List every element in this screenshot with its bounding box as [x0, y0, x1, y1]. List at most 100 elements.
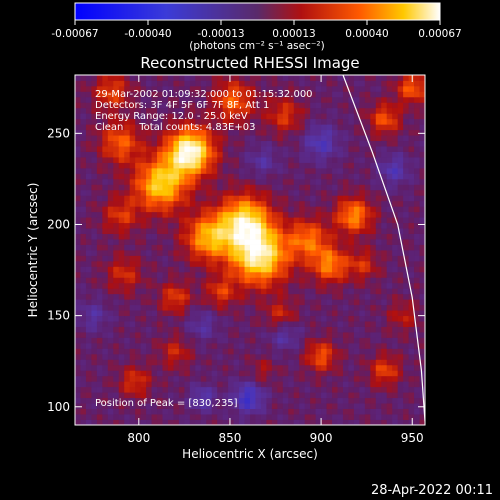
heatmap-cell: [408, 353, 415, 360]
heatmap-cell: [359, 200, 366, 207]
heatmap-cell: [151, 408, 158, 415]
heatmap-cell: [370, 167, 377, 174]
heatmap-cell: [266, 386, 273, 393]
heatmap-cell: [348, 75, 355, 81]
heatmap-cell: [299, 113, 306, 120]
heatmap-cell: [217, 271, 224, 278]
heatmap-cell: [189, 321, 196, 327]
heatmap-cell: [184, 342, 191, 349]
heatmap-cell: [326, 146, 333, 152]
heatmap-cell: [293, 102, 300, 109]
heatmap-cell: [200, 211, 207, 218]
heatmap-cell: [217, 124, 224, 131]
heatmap-cell: [244, 233, 251, 240]
heatmap-cell: [260, 244, 267, 251]
heatmap-cell: [107, 271, 114, 278]
heatmap-cell: [414, 375, 420, 382]
heatmap-cell: [173, 102, 180, 109]
heatmap-cell: [403, 228, 409, 234]
heatmap-cell: [233, 102, 240, 109]
heatmap-cell: [107, 96, 114, 103]
heatmap-cell: [85, 189, 92, 196]
heatmap-cell: [157, 337, 163, 344]
heatmap-cell: [293, 326, 300, 333]
heatmap-cell: [266, 124, 273, 131]
heatmap-cell: [113, 260, 120, 267]
heatmap-cell: [266, 348, 273, 355]
heatmap-cell: [419, 304, 425, 311]
heatmap-cell: [304, 315, 311, 322]
heatmap-cell: [304, 353, 311, 360]
heatmap-cell: [370, 282, 377, 289]
heatmap-cell: [217, 107, 224, 114]
heatmap-cell: [239, 370, 245, 377]
heatmap-cell: [304, 414, 311, 420]
heatmap-cell: [299, 397, 306, 404]
heatmap-cell: [310, 353, 317, 360]
heatmap-cell: [140, 85, 147, 92]
heatmap-cell: [91, 233, 98, 240]
heatmap-cell: [370, 370, 377, 377]
heatmap-cell: [304, 386, 311, 393]
heatmap-cell: [381, 419, 388, 425]
heatmap-cell: [332, 129, 338, 136]
heatmap-cell: [414, 222, 420, 229]
heatmap-cell: [255, 102, 262, 109]
heatmap-cell: [359, 326, 366, 333]
heatmap-cell: [189, 260, 196, 267]
heatmap-cell: [206, 326, 213, 333]
heatmap-cell: [332, 375, 338, 382]
heatmap-cell: [107, 75, 114, 81]
heatmap-cell: [211, 80, 218, 87]
heatmap-cell: [392, 118, 399, 125]
heatmap-cell: [140, 293, 147, 300]
heatmap-cell: [304, 250, 311, 256]
heatmap-cell: [326, 129, 333, 136]
heatmap-cell: [397, 348, 404, 355]
heatmap-cell: [178, 124, 185, 131]
heatmap-cell: [206, 151, 213, 158]
heatmap-cell: [315, 326, 322, 333]
heatmap-cell: [239, 102, 245, 109]
heatmap-cell: [239, 113, 245, 120]
heatmap-cell: [102, 228, 109, 234]
heatmap-cell: [167, 326, 174, 333]
heatmap-cell: [189, 266, 196, 273]
heatmap-cell: [162, 222, 169, 229]
heatmap-cell: [304, 364, 311, 371]
heatmap-cell: [277, 80, 284, 87]
heatmap-cell: [304, 282, 311, 289]
heatmap-cell: [80, 403, 87, 409]
heatmap-cell: [233, 146, 240, 152]
heatmap-cell: [178, 342, 185, 349]
heatmap-cell: [310, 414, 317, 420]
heatmap-cell: [75, 173, 81, 180]
heatmap-cell: [129, 195, 136, 202]
heatmap-cell: [102, 386, 109, 393]
heatmap-cell: [178, 211, 185, 218]
heatmap-cell: [129, 222, 136, 229]
heatmap-cell: [80, 337, 87, 344]
heatmap-cell: [375, 107, 382, 114]
heatmap-cell: [178, 381, 185, 388]
heatmap-cell: [129, 228, 136, 234]
heatmap-cell: [146, 348, 152, 355]
heatmap-cell: [91, 118, 98, 125]
heatmap-cell: [151, 386, 158, 393]
heatmap-cell: [348, 282, 355, 289]
heatmap-cell: [91, 353, 98, 360]
heatmap-cell: [228, 397, 234, 404]
heatmap-cell: [228, 277, 234, 284]
heatmap-cell: [200, 107, 207, 114]
heatmap-cell: [337, 244, 344, 251]
heatmap-cell: [381, 304, 388, 311]
heatmap-cell: [403, 288, 409, 295]
heatmap-cell: [113, 304, 120, 311]
heatmap-cell: [146, 386, 152, 393]
heatmap-cell: [381, 228, 388, 234]
heatmap-cell: [304, 195, 311, 202]
heatmap-cell: [102, 419, 109, 425]
heatmap-cell: [162, 118, 169, 125]
heatmap-cell: [91, 370, 98, 377]
heatmap-cell: [91, 206, 98, 213]
